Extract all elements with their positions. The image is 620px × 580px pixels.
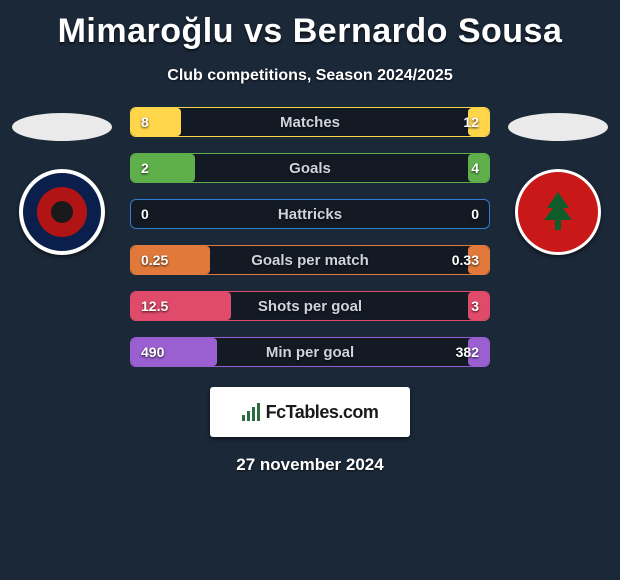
stat-label: Hattricks bbox=[278, 206, 342, 223]
stat-row: 490 Min per goal 382 bbox=[130, 337, 490, 367]
stat-row: 12.5 Shots per goal 3 bbox=[130, 291, 490, 321]
player1-club-crest bbox=[19, 169, 105, 255]
stat-label: Matches bbox=[280, 114, 340, 131]
bar-icon-segment bbox=[247, 411, 250, 421]
player2-photo-placeholder bbox=[508, 113, 608, 141]
subtitle: Club competitions, Season 2024/2025 bbox=[0, 67, 620, 85]
stat-value-right: 12 bbox=[463, 114, 479, 130]
stat-row: 8 Matches 12 bbox=[130, 107, 490, 137]
snapshot-date: 27 november 2024 bbox=[0, 455, 620, 475]
tree-icon bbox=[541, 190, 575, 234]
stat-value-left: 2 bbox=[141, 160, 149, 176]
stat-row: 0 Hattricks 0 bbox=[130, 199, 490, 229]
stat-value-left: 12.5 bbox=[141, 298, 168, 314]
stat-row: 0.25 Goals per match 0.33 bbox=[130, 245, 490, 275]
stat-row: 2 Goals 4 bbox=[130, 153, 490, 183]
stat-value-left: 8 bbox=[141, 114, 149, 130]
fctables-bars-icon bbox=[242, 403, 260, 421]
left-side bbox=[12, 113, 112, 255]
player2-club-crest bbox=[515, 169, 601, 255]
stat-value-left: 490 bbox=[141, 344, 164, 360]
player1-name: Mimaroğlu bbox=[58, 12, 234, 50]
stats-column: 8 Matches 12 2 Goals 4 0 Hattricks 0 0.25 Goals pe… bbox=[130, 107, 490, 367]
player2-name: Bernardo Sousa bbox=[293, 12, 563, 50]
bar-icon-segment bbox=[242, 415, 245, 421]
fctables-label: FcTables.com bbox=[266, 402, 379, 423]
player1-photo-placeholder bbox=[12, 113, 112, 141]
stat-value-right: 0.33 bbox=[452, 252, 479, 268]
comparison-panel: 8 Matches 12 2 Goals 4 0 Hattricks 0 0.25 Goals pe… bbox=[0, 107, 620, 367]
page-title: Mimaroğlu vs Bernardo Sousa bbox=[0, 0, 620, 51]
stat-value-right: 382 bbox=[456, 344, 479, 360]
bar-icon-segment bbox=[257, 403, 260, 421]
stat-label: Goals bbox=[289, 160, 331, 177]
stat-fill-left bbox=[131, 108, 181, 136]
stat-value-left: 0 bbox=[141, 206, 149, 222]
bar-icon-segment bbox=[252, 407, 255, 421]
right-side bbox=[508, 113, 608, 255]
stat-value-right: 0 bbox=[471, 206, 479, 222]
stat-value-left: 0.25 bbox=[141, 252, 168, 268]
stat-label: Goals per match bbox=[251, 252, 369, 269]
stat-label: Shots per goal bbox=[258, 298, 362, 315]
vs-label: vs bbox=[244, 12, 283, 50]
stat-value-right: 3 bbox=[471, 298, 479, 314]
stat-value-right: 4 bbox=[471, 160, 479, 176]
fctables-watermark: FcTables.com bbox=[210, 387, 410, 437]
stat-label: Min per goal bbox=[266, 344, 354, 361]
